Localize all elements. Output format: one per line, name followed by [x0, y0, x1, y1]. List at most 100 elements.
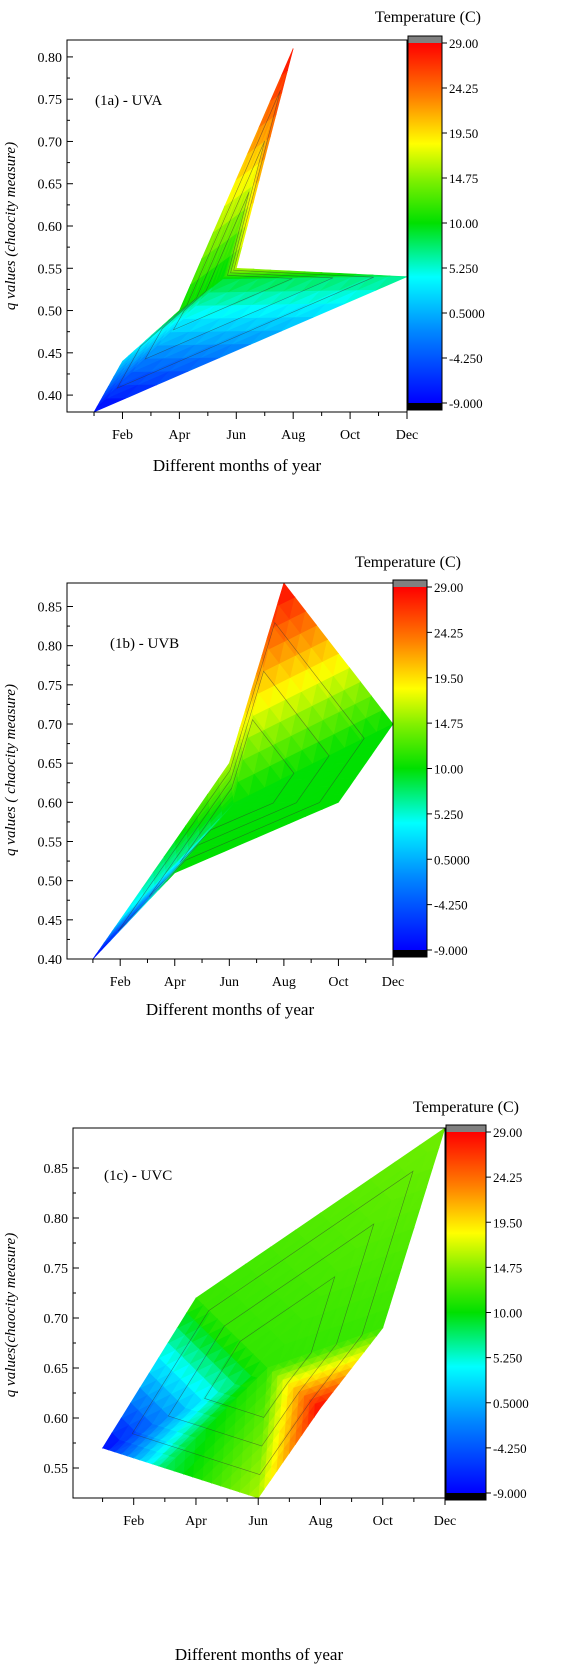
contour-cell	[141, 871, 154, 889]
colorbar-tick-label: 24.25	[493, 1170, 522, 1185]
contour-cell	[336, 272, 356, 275]
plot-frame	[72, 1127, 446, 1499]
contour-cell	[93, 398, 108, 413]
y-tick-label: 0.60	[38, 220, 63, 235]
contour-cell	[251, 180, 260, 205]
contour-plot	[93, 48, 408, 413]
x-tick-label: Oct	[373, 1514, 393, 1529]
colorbar-tick-label: 29.00	[493, 1125, 522, 1140]
contour-cell	[376, 1287, 396, 1313]
colorbar-title: Temperature (C)	[375, 9, 481, 26]
contour-cell	[240, 224, 248, 249]
contour-cell	[166, 865, 181, 882]
contour-cell	[382, 1267, 402, 1293]
contour-cell	[353, 273, 373, 276]
y-tick-label: 0.70	[44, 1312, 69, 1327]
contour-plot	[92, 582, 394, 960]
contour-cell	[157, 1457, 176, 1469]
contour-cell	[234, 267, 254, 270]
contour-cell	[401, 1207, 421, 1233]
colorbar-tick-label: 14.75	[493, 1260, 522, 1275]
contour-cell	[212, 205, 226, 233]
y-tick-label: 0.55	[38, 836, 63, 851]
contour-cell	[144, 332, 156, 342]
contour-cell	[301, 1421, 309, 1437]
contour-cell	[103, 927, 119, 944]
colorbar-overflow	[393, 580, 427, 587]
contour-cell	[345, 1359, 359, 1369]
contour-cell	[344, 770, 361, 780]
contour-cell	[167, 1327, 185, 1344]
contour-line	[144, 140, 334, 360]
y-tick-label: 0.80	[38, 51, 63, 66]
colorbar-tick-label: 5.250	[493, 1351, 522, 1366]
colorbar-tick-label: -9.000	[449, 396, 483, 411]
y-tick-label: 0.50	[38, 305, 63, 320]
contour-cell	[343, 666, 361, 691]
contour-cell	[344, 1178, 371, 1204]
colorbar-title: Temperature (C)	[355, 554, 461, 571]
y-axis-ticks: 0.40 0.45 0.50 0.55 0.60 0.65 0.70 0.75 0.80 0.85	[38, 601, 73, 968]
contour-cell	[201, 231, 214, 259]
contour-cell	[250, 268, 271, 271]
contour-cell	[413, 1167, 433, 1193]
contour-cell	[365, 739, 383, 748]
colorbar-tick-label: 10.00	[449, 216, 478, 231]
colorbar-tick-label: 29.00	[434, 580, 463, 595]
contour-cell	[126, 1447, 145, 1459]
contour-cell	[100, 931, 116, 948]
contour-cell	[139, 1372, 157, 1389]
contour-cell	[125, 384, 157, 399]
contour-cell	[394, 1144, 421, 1170]
contour-cell	[218, 762, 231, 780]
colorbar: 29.00 24.25 19.50 14.75 10.00 5.250 0.5000 -4.2…	[392, 579, 470, 958]
y-tick-label: 0.80	[38, 640, 63, 655]
contour-cell	[190, 257, 203, 286]
contour-cell	[148, 1357, 167, 1374]
contour-cell	[365, 695, 383, 719]
contour-cell	[130, 887, 143, 905]
colorbar-title: Temperature (C)	[413, 1099, 519, 1116]
contour-cell	[218, 344, 251, 359]
contour-cell	[176, 1312, 195, 1329]
colorbar-tick-label: 10.00	[493, 1306, 522, 1321]
contour-cell	[196, 793, 209, 811]
contour-cell	[426, 1127, 446, 1153]
contour-cell	[210, 1472, 223, 1487]
contour-cell	[268, 114, 277, 139]
contour-cell	[389, 1247, 408, 1273]
contour-line	[167, 1223, 375, 1447]
contour-cell	[370, 1327, 384, 1337]
y-axis-label: q values(chaocity measure)	[3, 1233, 19, 1397]
contour-cell	[262, 136, 271, 161]
contour-cell	[120, 1402, 139, 1419]
colorbar-gradient	[393, 587, 427, 950]
colorbar-tick-label: 19.50	[449, 126, 478, 141]
contour-cell	[371, 731, 388, 741]
colorbar: 29.00 24.25 19.50 14.75 10.00 5.250 0.5000 -4.2…	[445, 1124, 529, 1501]
colorbar-tick-label: 24.25	[449, 81, 478, 96]
contour-cell	[133, 342, 144, 352]
y-tick-label: 0.45	[38, 347, 63, 362]
contour-cell	[395, 1227, 415, 1253]
contour-cell	[319, 272, 339, 274]
contour-cell	[338, 778, 356, 788]
contour-cell	[224, 179, 237, 207]
contour-cell	[187, 357, 220, 372]
contour-cell	[305, 809, 323, 817]
contour-cell	[326, 1383, 341, 1393]
contour-cell	[302, 271, 322, 274]
x-tick-label: Jun	[248, 1514, 267, 1529]
contour-cell	[245, 1246, 271, 1272]
x-tick-label: Aug	[272, 975, 296, 990]
contour-cell	[289, 596, 307, 620]
y-tick-label: 0.80	[44, 1212, 69, 1227]
contour-cell	[150, 327, 162, 337]
contour-cell	[282, 1448, 290, 1464]
colorbar-tick-label: -9.000	[493, 1486, 527, 1501]
x-tick-label: Dec	[382, 975, 405, 990]
y-tick-label: 0.40	[38, 953, 63, 968]
contour-line	[179, 719, 295, 863]
x-tick-label: Jun	[220, 975, 239, 990]
contour-cell	[274, 92, 283, 117]
